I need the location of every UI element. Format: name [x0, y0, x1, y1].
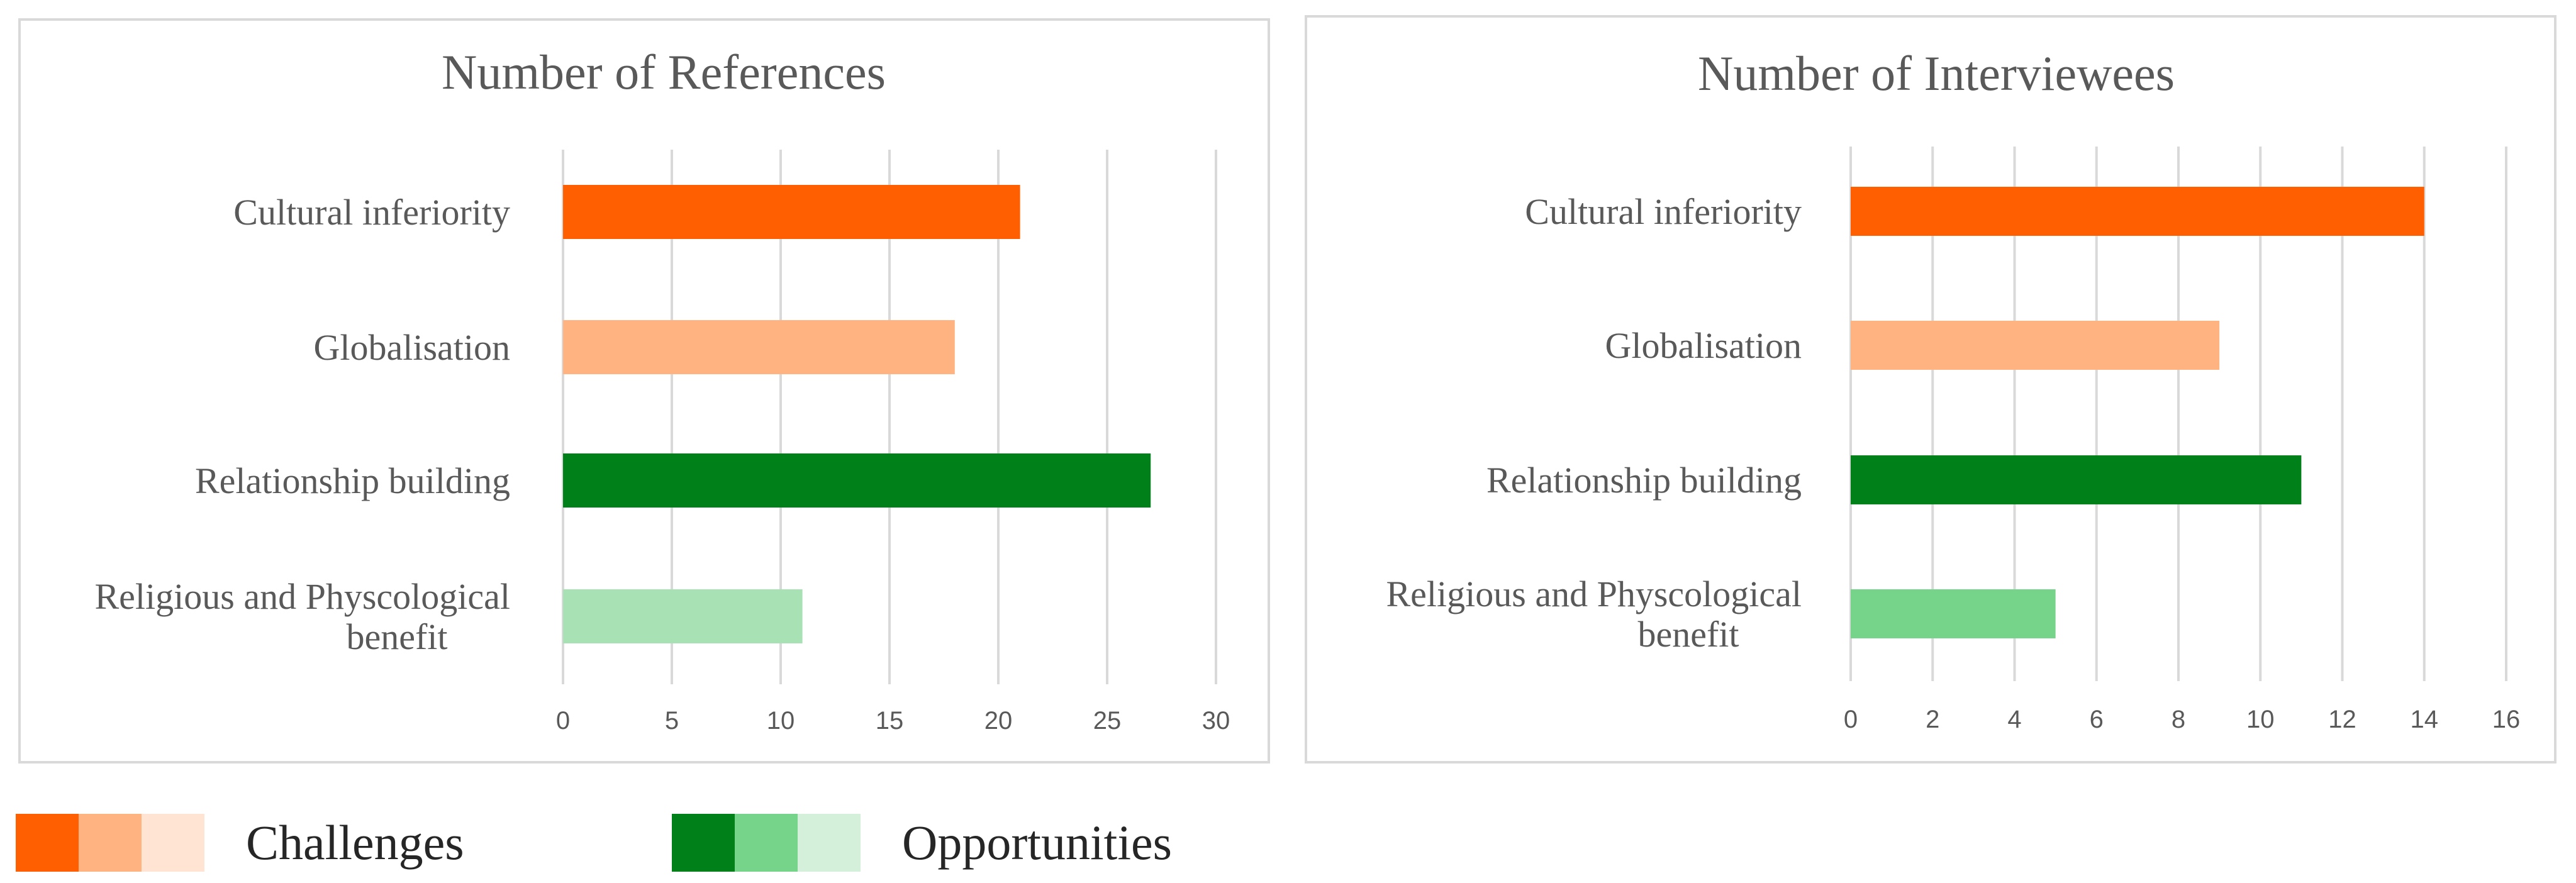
category-label: Globalisation [1605, 325, 1802, 366]
category-label: Relationship building [1486, 460, 1802, 501]
legend-challenges: Challenges [16, 811, 464, 874]
x-tick-label: 15 [876, 707, 904, 735]
bar [563, 320, 955, 374]
x-tick-label: 10 [767, 707, 795, 735]
legend-swatch [79, 814, 142, 872]
chart-references: Number of References 0 5 10 15 20 25 30 Cultura… [95, 45, 1230, 735]
bar [563, 185, 1020, 239]
legend-label-opportunities: Opportunities [902, 815, 1172, 870]
category-label: Globalisation [313, 327, 510, 368]
category-label: benefit [1637, 614, 1739, 655]
x-tick-label: 0 [1844, 706, 1858, 733]
x-tick-label: 6 [2090, 706, 2104, 733]
chart-panel-interviewees: Number of Interviewees 0 2 4 6 8 10 12 14 16 Cult… [1305, 15, 2556, 764]
chart-interviewees: Number of Interviewees 0 2 4 6 8 10 12 14 16 Cult… [1386, 46, 2521, 733]
legend-swatch [798, 814, 861, 872]
x-tick-label: 4 [2007, 706, 2021, 733]
bar [1851, 589, 2056, 638]
bar [1851, 187, 2424, 236]
chart-title: Number of References [442, 45, 886, 99]
legend-swatch [16, 814, 79, 872]
category-label: Religious and Physcological [1386, 574, 1802, 614]
x-tick-label: 8 [2172, 706, 2185, 733]
legend-swatch [735, 814, 798, 872]
legend-opportunities: Opportunities [672, 811, 1172, 874]
bar [563, 453, 1151, 508]
x-tick-label: 14 [2411, 706, 2439, 733]
bar [563, 589, 803, 643]
x-tick-label: 25 [1093, 707, 1122, 735]
category-label: Relationship building [195, 460, 510, 501]
category-label: Cultural inferiority [233, 192, 510, 233]
legend-swatch [672, 814, 735, 872]
x-tick-label: 10 [2246, 706, 2275, 733]
category-label: Cultural inferiority [1525, 191, 1802, 232]
x-tick-label: 5 [665, 707, 679, 735]
x-tick-label: 2 [1926, 706, 1939, 733]
x-tick-label: 20 [984, 707, 1013, 735]
legend-swatch [142, 814, 204, 872]
x-tick-label: 30 [1202, 707, 1230, 735]
category-label: Religious and Physcological [95, 576, 511, 617]
legend-label-challenges: Challenges [246, 815, 464, 870]
bar [1851, 321, 2220, 370]
bar [1851, 455, 2302, 504]
chart-panel-references: Number of References 0 5 10 15 20 25 30 Cultura… [18, 18, 1270, 764]
category-label: benefit [346, 616, 447, 657]
x-tick-label: 0 [556, 707, 570, 735]
chart-title: Number of Interviewees [1698, 46, 2175, 101]
x-tick-label: 12 [2328, 706, 2356, 733]
x-tick-label: 16 [2492, 706, 2521, 733]
